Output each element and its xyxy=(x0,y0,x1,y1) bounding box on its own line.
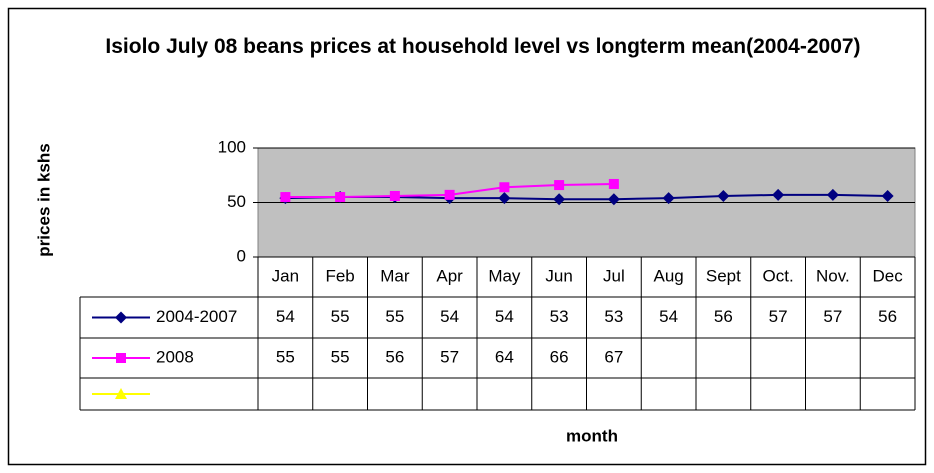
table-value: 57 xyxy=(769,307,788,326)
marker xyxy=(608,178,619,189)
table-value: 55 xyxy=(276,347,295,366)
table-value: 56 xyxy=(878,307,897,326)
marker xyxy=(116,353,126,363)
table-value: 56 xyxy=(385,347,404,366)
x-axis-label: month xyxy=(566,426,618,445)
table-value: 54 xyxy=(659,307,678,326)
table-value: 54 xyxy=(276,307,295,326)
marker xyxy=(772,188,785,201)
marker xyxy=(881,189,894,202)
table-value: 66 xyxy=(550,347,569,366)
table-value: 57 xyxy=(440,347,459,366)
marker xyxy=(553,193,566,206)
x-tick-label: Jan xyxy=(272,266,299,285)
marker xyxy=(826,188,839,201)
marker xyxy=(607,193,620,206)
x-tick-label: Nov. xyxy=(816,266,850,285)
table-value: 55 xyxy=(331,307,350,326)
marker xyxy=(389,190,400,201)
marker xyxy=(115,388,127,399)
table-value: 53 xyxy=(550,307,569,326)
marker xyxy=(335,192,346,203)
table-value: 55 xyxy=(331,347,350,366)
table-value: 67 xyxy=(604,347,623,366)
x-tick-label: Mar xyxy=(380,266,410,285)
legend-label: 2008 xyxy=(156,347,194,366)
legend-label: 2004-2007 xyxy=(156,307,237,326)
chart-title: Isiolo July 08 beans prices at household… xyxy=(105,35,861,58)
marker xyxy=(717,189,730,202)
marker xyxy=(280,192,291,203)
marker xyxy=(499,182,510,193)
x-tick-label: Feb xyxy=(325,266,354,285)
x-tick-label: Jul xyxy=(603,266,625,285)
table-value: 53 xyxy=(604,307,623,326)
y-tick-label: 0 xyxy=(237,246,246,265)
marker xyxy=(498,192,511,205)
y-tick-label: 50 xyxy=(227,192,246,211)
marker xyxy=(662,192,675,205)
table-value: 57 xyxy=(823,307,842,326)
x-tick-label: Apr xyxy=(436,266,463,285)
x-tick-label: Dec xyxy=(873,266,904,285)
table-value: 55 xyxy=(385,307,404,326)
x-tick-label: May xyxy=(488,266,521,285)
y-tick-label: 100 xyxy=(218,137,246,156)
table-value: 54 xyxy=(440,307,459,326)
table-value: 64 xyxy=(495,347,514,366)
marker xyxy=(444,189,455,200)
x-tick-label: Sept xyxy=(706,266,741,285)
x-tick-label: Aug xyxy=(654,266,684,285)
x-tick-label: Jun xyxy=(545,266,572,285)
table-value: 54 xyxy=(495,307,514,326)
x-tick-label: Oct. xyxy=(763,266,794,285)
table-value: 56 xyxy=(714,307,733,326)
marker xyxy=(115,311,127,324)
marker xyxy=(554,180,565,191)
y-axis-label: prices in kshs xyxy=(34,143,53,256)
